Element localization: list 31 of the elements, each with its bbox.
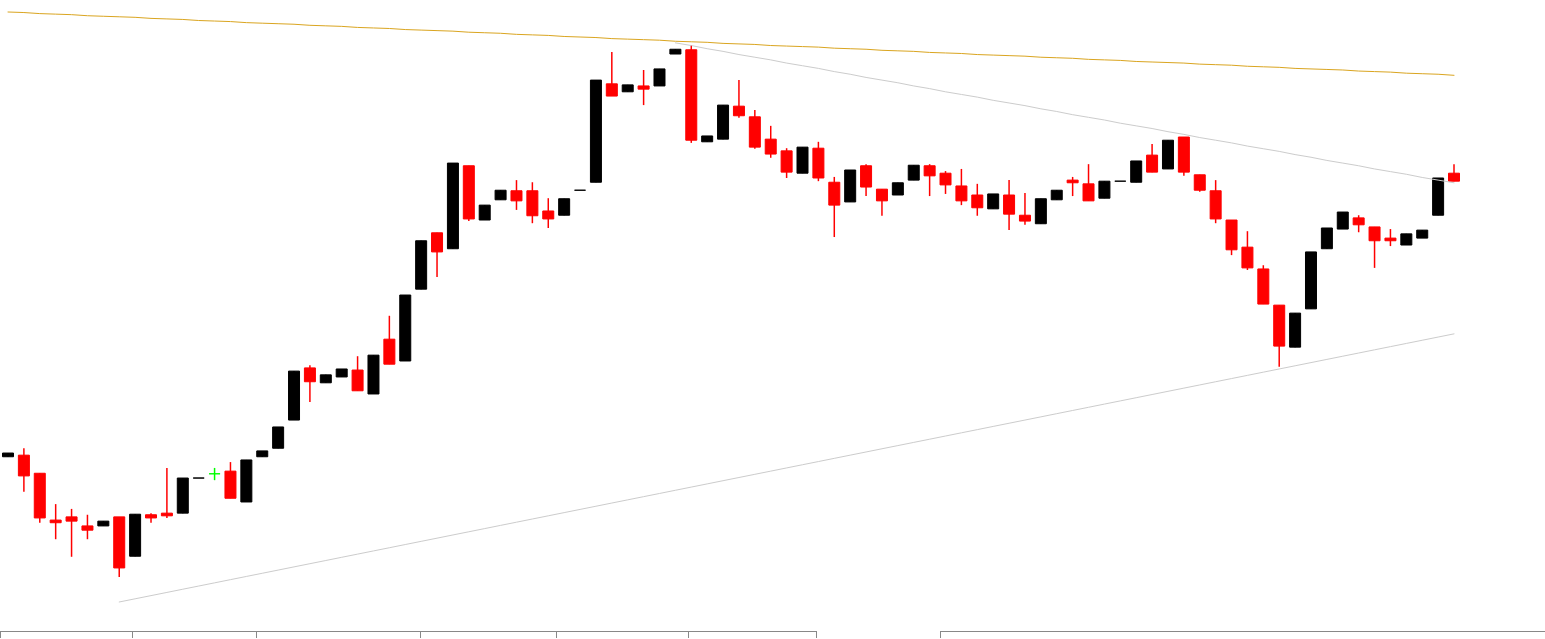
candlestick — [1003, 179, 1016, 231]
candlestick — [542, 197, 555, 229]
candlestick — [764, 125, 777, 159]
candlestick — [955, 168, 968, 206]
candlestick — [860, 163, 873, 197]
candlestick — [1146, 143, 1159, 173]
candlestick — [923, 163, 936, 197]
candlestick — [1066, 176, 1079, 197]
candlestick — [1082, 163, 1095, 202]
candlestick — [828, 176, 841, 238]
candlestick — [303, 364, 316, 403]
candlestick — [732, 79, 745, 119]
candlestick — [81, 514, 94, 540]
candlestick — [272, 426, 285, 449]
candlestick — [1241, 230, 1254, 271]
candlestick — [17, 447, 30, 493]
candlestick — [65, 508, 78, 558]
candlestick — [431, 232, 444, 278]
candlestick — [1320, 227, 1333, 250]
candlestick — [1368, 226, 1381, 269]
candlestick — [637, 69, 650, 106]
candlestick — [351, 355, 364, 392]
candlestick — [1130, 160, 1143, 183]
candlestick — [510, 179, 523, 211]
candlestick — [971, 183, 984, 217]
candlestick — [939, 170, 952, 195]
candlestick — [49, 503, 62, 540]
candlestick — [605, 51, 618, 97]
candlestick — [875, 188, 888, 217]
candlestick — [1018, 192, 1031, 226]
candlestick — [780, 147, 793, 179]
